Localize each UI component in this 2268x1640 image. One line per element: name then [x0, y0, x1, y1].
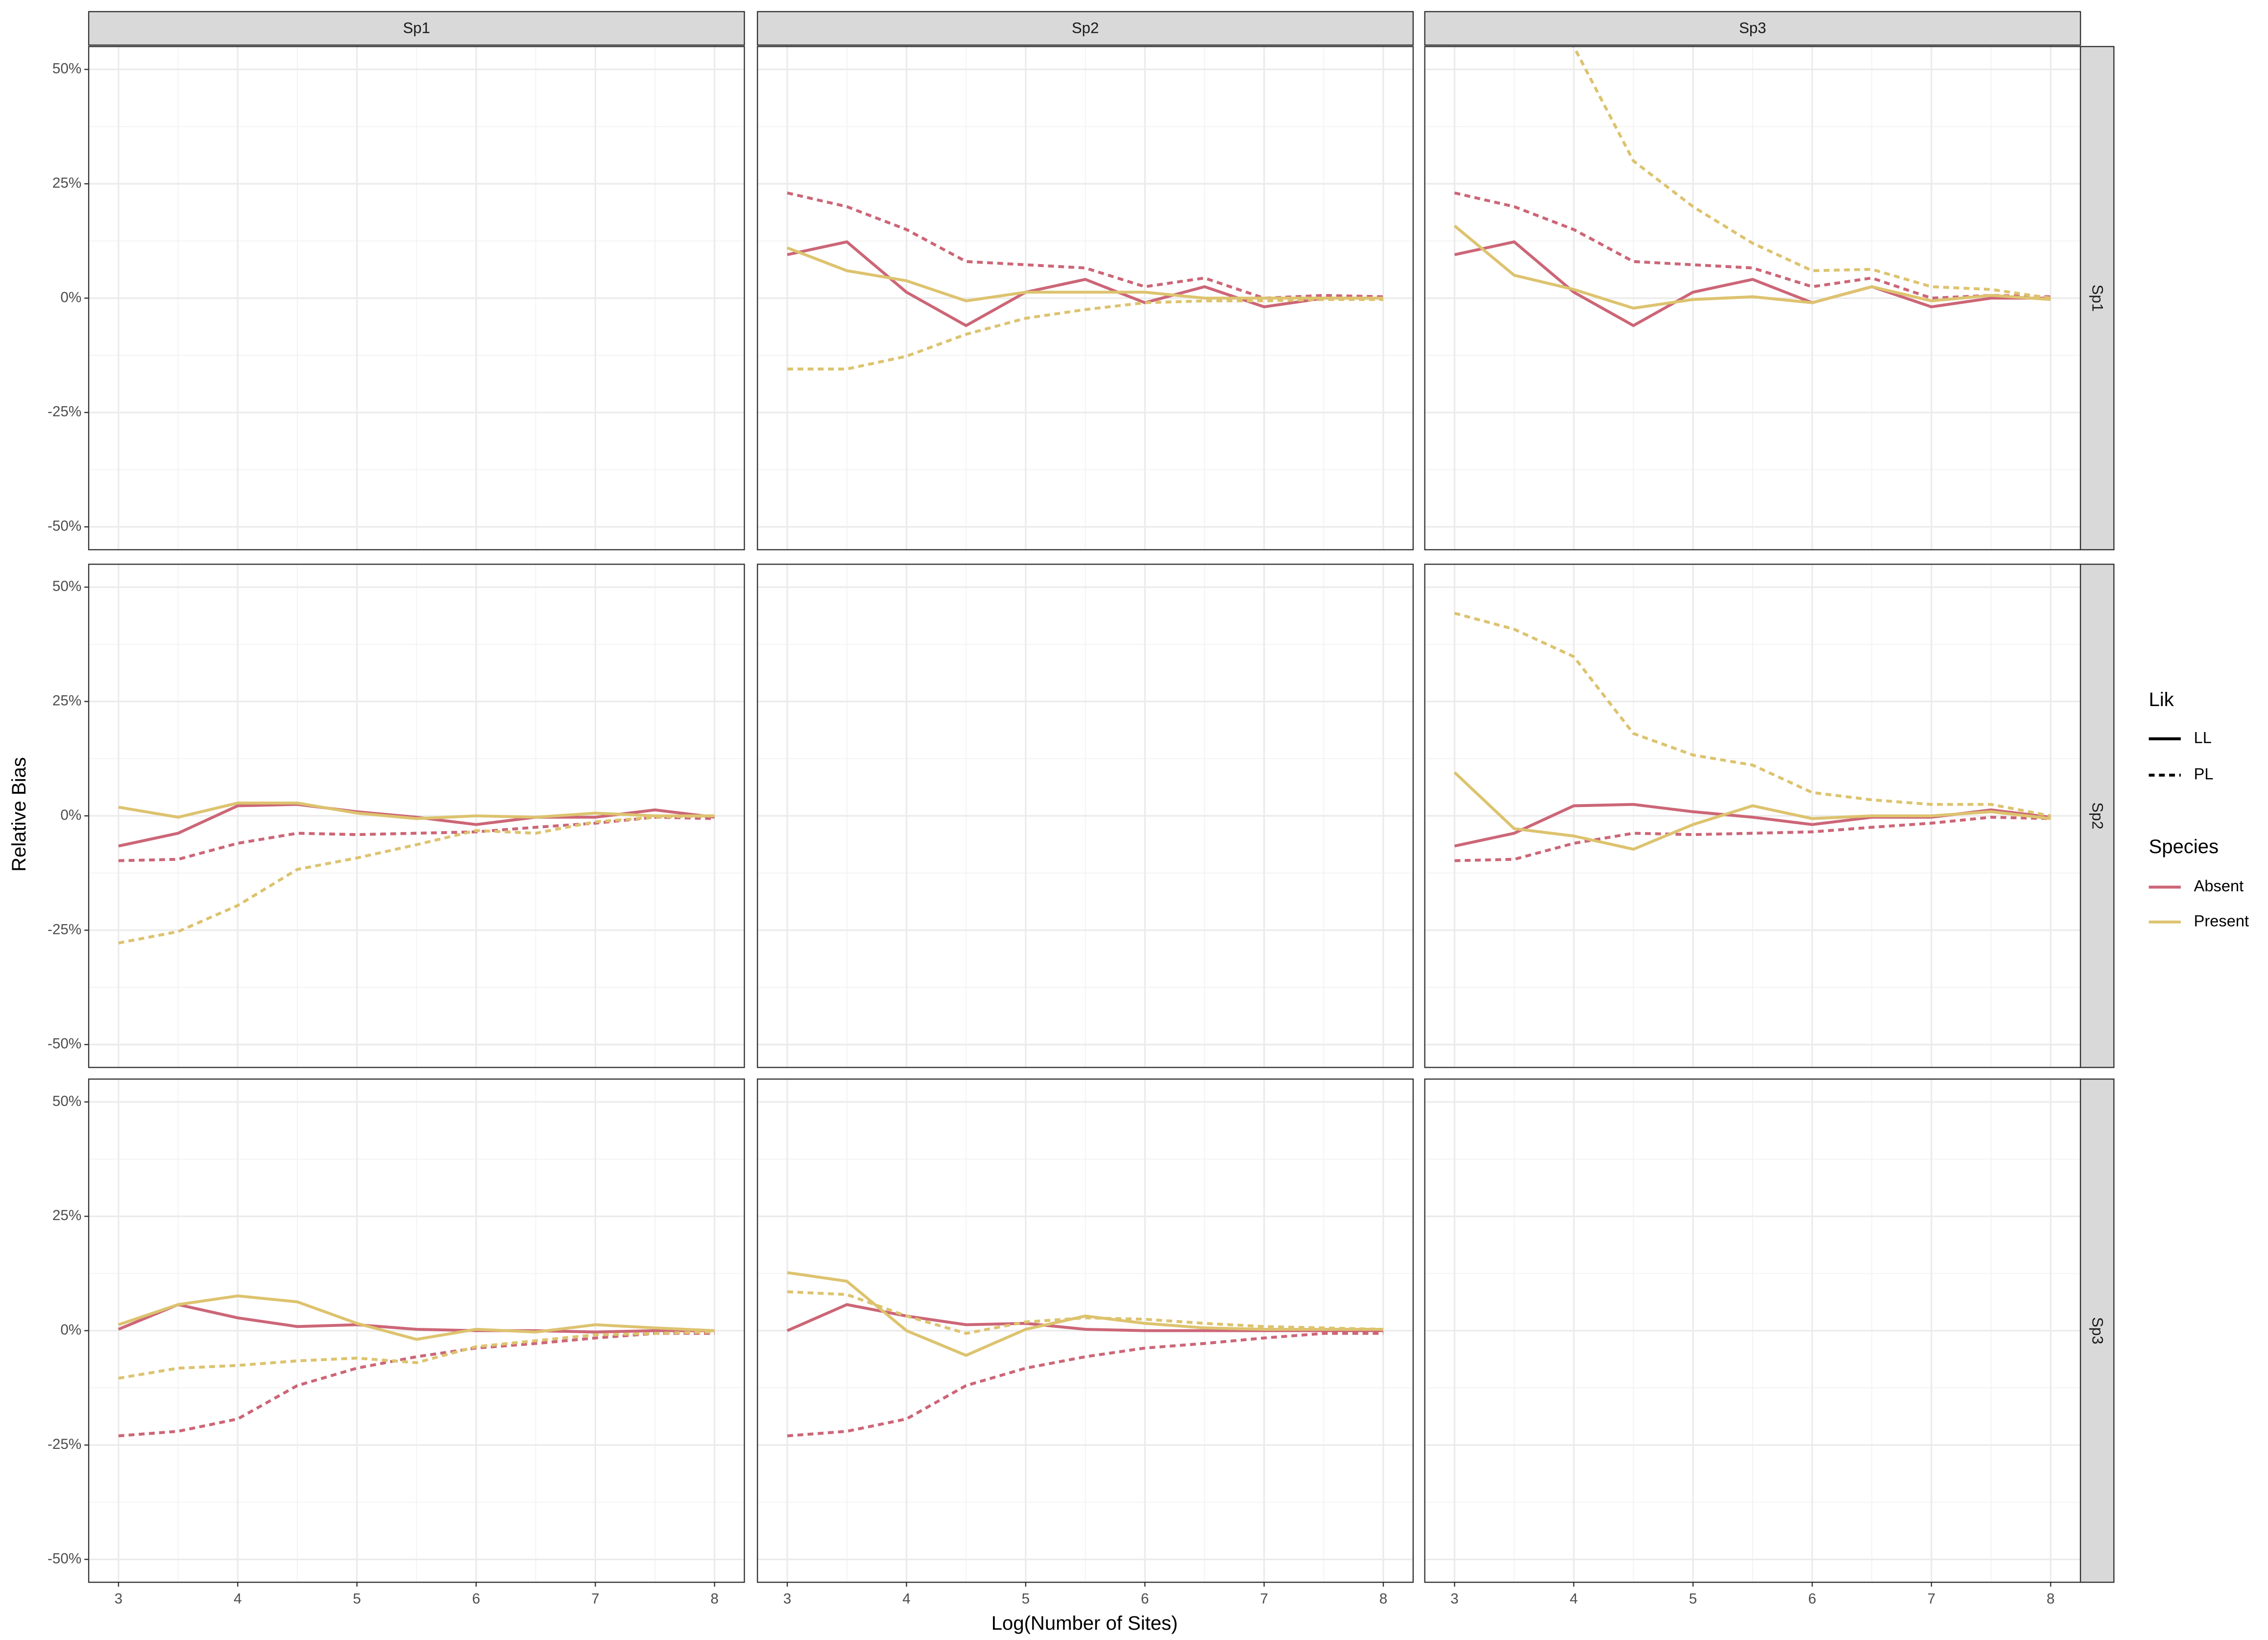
row-strip-label: Sp2 [2089, 802, 2106, 829]
y-tick-label: 0% [60, 807, 81, 823]
series-line [1572, 46, 2051, 300]
series-line [118, 1332, 715, 1438]
series-line [1454, 815, 2051, 862]
y-tick-label: 25% [52, 692, 81, 709]
y-tick-label: 50% [52, 578, 81, 594]
series-line [787, 246, 1384, 303]
x-tick-label: 3 [115, 1591, 122, 1607]
series-line [787, 1332, 1384, 1438]
panel-border [757, 563, 1414, 1068]
series-line [787, 1271, 1384, 1357]
series-line [118, 815, 715, 862]
x-tick-label: 7 [1260, 1591, 1268, 1607]
column-strip [1424, 11, 2081, 46]
x-tick-label: 4 [234, 1591, 242, 1607]
series-line [787, 240, 1384, 327]
legend-label: LL [2194, 728, 2212, 746]
x-tick-label: 6 [472, 1591, 480, 1607]
legend-title: Species [2149, 836, 2219, 857]
x-tick-label: 8 [2047, 1591, 2055, 1607]
y-axis-title: Relative Bias [8, 757, 30, 872]
y-tick-label: 0% [60, 289, 81, 305]
series-line [118, 1303, 715, 1334]
row-strip [2079, 46, 2115, 551]
row-strip [2079, 563, 2115, 1068]
panel-border [757, 1078, 1414, 1583]
x-tick-label: 6 [1808, 1591, 1816, 1607]
x-tick-label: 7 [591, 1591, 600, 1607]
series-line [787, 1290, 1384, 1335]
series-line [787, 191, 1384, 300]
x-tick-label: 5 [353, 1591, 361, 1607]
series-line [1454, 240, 2051, 327]
row-strip-label: Sp3 [2089, 1317, 2106, 1344]
y-tick-label: 25% [52, 1207, 81, 1224]
x-tick-label: 4 [902, 1591, 910, 1607]
y-tick-label: 25% [52, 175, 81, 191]
y-tick-label: -25% [48, 404, 81, 420]
x-tick-label: 8 [710, 1591, 719, 1607]
series-line [1453, 224, 2051, 310]
legend-label: Present [2194, 911, 2249, 930]
column-strip [757, 11, 1414, 46]
x-tick-label: 3 [1450, 1591, 1459, 1607]
legend-title: Lik [2149, 689, 2174, 710]
series-line [787, 298, 1384, 371]
x-tick-label: 8 [1379, 1591, 1388, 1607]
legend-label: PL [2194, 765, 2214, 783]
x-axis-title: Log(Number of Sites) [991, 1613, 1178, 1634]
y-tick-label: 0% [60, 1322, 81, 1338]
x-tick-label: 4 [1570, 1591, 1578, 1607]
column-strip-label: Sp2 [1072, 20, 1099, 37]
x-tick-label: 7 [1928, 1591, 1936, 1607]
x-tick-label: 3 [783, 1591, 792, 1607]
y-tick-label: -25% [48, 921, 81, 937]
row-strip-label: Sp1 [2089, 285, 2106, 312]
column-strip-label: Sp3 [1739, 20, 1766, 37]
series-line [118, 1330, 715, 1380]
y-tick-label: -50% [48, 1036, 81, 1052]
panel-border [757, 46, 1414, 551]
series-line [118, 814, 715, 945]
y-tick-label: -50% [48, 1550, 81, 1567]
series-line [1454, 191, 2051, 300]
x-tick-label: 5 [1689, 1591, 1697, 1607]
x-tick-label: 6 [1141, 1591, 1149, 1607]
y-tick-label: 50% [52, 61, 81, 77]
y-tick-label: 50% [52, 1093, 81, 1109]
series-line [118, 801, 715, 820]
column-strip-label: Sp1 [403, 20, 430, 37]
y-tick-label: -25% [48, 1436, 81, 1452]
x-tick-label: 5 [1022, 1591, 1030, 1607]
row-strip [2079, 1078, 2115, 1583]
y-tick-label: -50% [48, 518, 81, 534]
column-strip [88, 11, 745, 46]
series-line [118, 1294, 715, 1341]
series-line [1453, 771, 2051, 851]
series-line [1454, 612, 2051, 817]
legend-label: Absent [2194, 877, 2244, 895]
